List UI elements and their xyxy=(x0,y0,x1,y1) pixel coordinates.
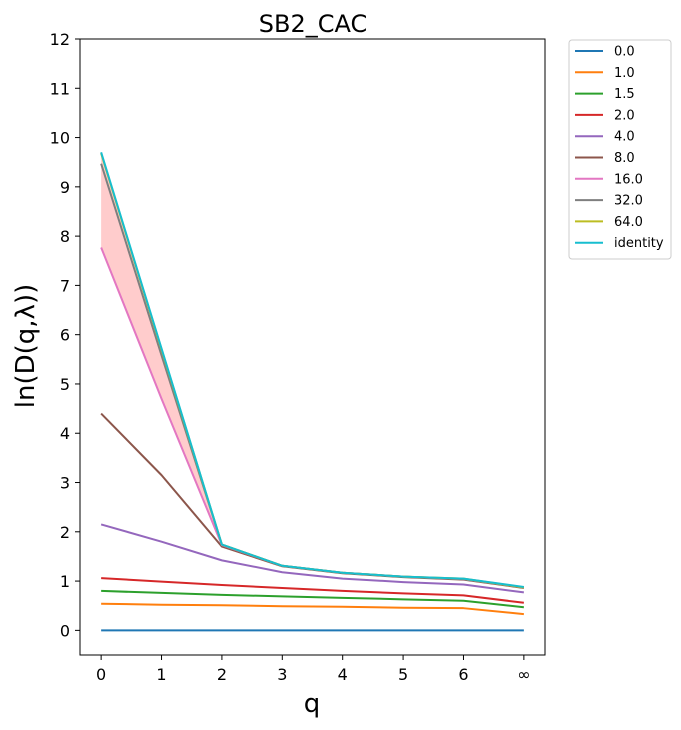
legend-label: 1.0 xyxy=(614,66,635,81)
legend-label: identity xyxy=(614,236,664,251)
y-tick-label: 4 xyxy=(60,424,70,443)
y-tick-label: 10 xyxy=(50,129,70,148)
y-tick-label: 6 xyxy=(60,326,70,345)
y-tick-label: 1 xyxy=(60,572,70,591)
legend-label: 1.5 xyxy=(614,87,635,102)
plot-frame xyxy=(79,38,546,656)
x-tick-label: ∞ xyxy=(517,665,530,684)
y-axis-label: ln(D(q,λ)) xyxy=(11,284,41,408)
x-tick-label: 2 xyxy=(217,665,227,684)
y-tick-label: 11 xyxy=(50,79,70,98)
x-axis: 0 1 2 3 4 5 6 ∞ xyxy=(96,655,531,684)
x-tick-label: 3 xyxy=(277,665,287,684)
legend-label: 16.0 xyxy=(614,172,643,187)
shaded-band xyxy=(101,152,524,588)
x-tick-label: 5 xyxy=(398,665,408,684)
y-tick-label: 3 xyxy=(60,474,70,493)
shaded-band-layer xyxy=(101,152,524,588)
legend-box xyxy=(568,39,672,260)
x-tick-label: 6 xyxy=(458,665,468,684)
y-tick-label: 9 xyxy=(60,178,70,197)
series-line-1-5 xyxy=(101,589,524,609)
chart-title: SB2_CAC xyxy=(259,10,367,38)
legend-label: 8.0 xyxy=(614,151,635,166)
series-layer xyxy=(100,152,525,632)
legend-label: 4.0 xyxy=(614,130,635,145)
legend-label: 32.0 xyxy=(614,194,643,209)
series-line-4-0 xyxy=(100,523,524,594)
y-tick-label: 8 xyxy=(60,227,70,246)
y-tick-label: 7 xyxy=(60,276,70,295)
series-line-8-0 xyxy=(100,412,525,589)
legend-label: 2.0 xyxy=(614,108,635,123)
legend-label: 0.0 xyxy=(614,45,635,60)
x-axis-label: q xyxy=(304,689,321,719)
y-tick-label: 5 xyxy=(60,375,70,394)
legend: 0.0 1.0 1.5 2.0 4.0 8.0 16.0 32.0 64.0 identity xyxy=(568,39,672,260)
y-tick-label: 12 xyxy=(50,30,70,49)
y-tick-label: 0 xyxy=(60,621,70,640)
legend-label: 64.0 xyxy=(614,215,643,230)
series-line-2-0 xyxy=(101,577,524,604)
x-tick-label: 0 xyxy=(96,665,106,684)
series-line-identity xyxy=(100,152,525,588)
y-tick-label: 2 xyxy=(60,523,70,542)
series-line-1-0 xyxy=(101,602,524,616)
x-tick-label: 1 xyxy=(156,665,166,684)
series-line-16-0 xyxy=(100,247,525,589)
x-tick-label: 4 xyxy=(338,665,348,684)
